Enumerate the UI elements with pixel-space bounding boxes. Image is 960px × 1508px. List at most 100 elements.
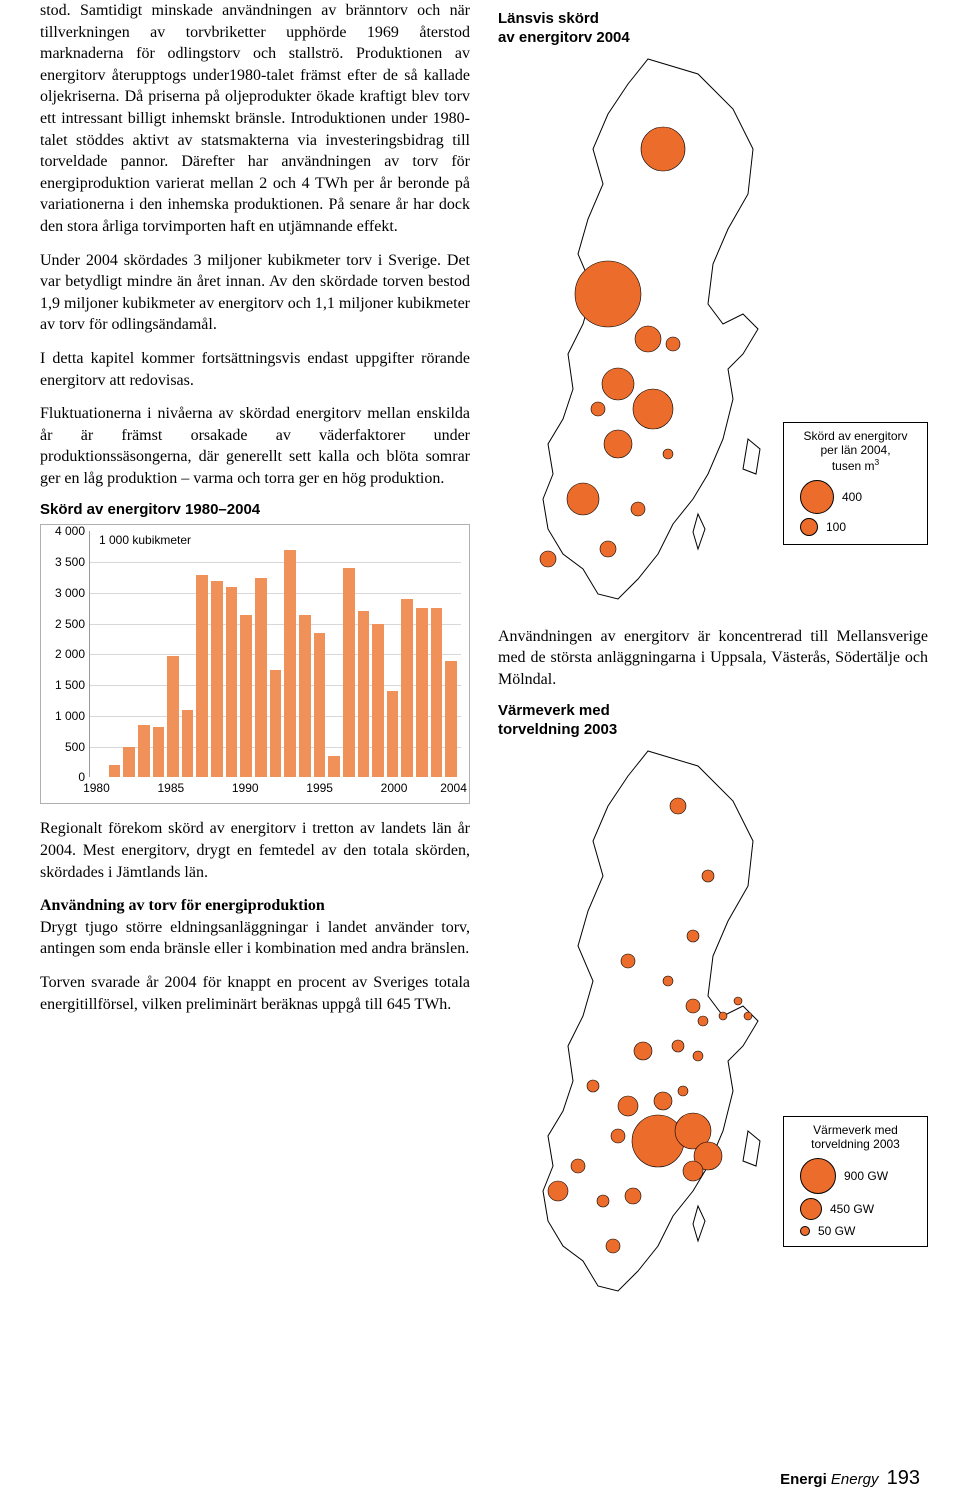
page-number: 193: [887, 1467, 920, 1489]
map2: Värmeverk med torveldning 2003 900 GW450…: [498, 746, 928, 1306]
legend-row: 400: [790, 480, 921, 514]
legend-label: 450 GW: [830, 1202, 874, 1216]
map-data-circle: [719, 1012, 727, 1020]
y-tick-label: 1 500: [43, 678, 85, 692]
legend-label: 900 GW: [844, 1169, 888, 1183]
paragraph-6-body: Drygt tjugo större eldningsanläggningar …: [40, 917, 470, 960]
map-data-circle: [631, 502, 645, 516]
chart-bar: [167, 656, 179, 778]
map-data-circle: [611, 1129, 625, 1143]
map-data-circle: [663, 976, 673, 986]
y-tick-label: 4 000: [43, 524, 85, 538]
chart-bar: [255, 578, 267, 778]
y-tick-label: 1 000: [43, 709, 85, 723]
chart-bar: [299, 615, 311, 778]
chart-bar: [372, 624, 384, 778]
map-data-circle: [632, 1115, 684, 1167]
map-data-circle: [621, 954, 635, 968]
y-tick-label: 3 500: [43, 555, 85, 569]
page-footer: Energi Energy 193: [780, 1467, 920, 1490]
map-data-circle: [683, 1161, 703, 1181]
chart-bar: [240, 615, 252, 778]
chart-bar: [138, 725, 150, 777]
y-tick-label: 3 000: [43, 586, 85, 600]
legend-row: 50 GW: [790, 1224, 921, 1238]
x-axis: 198019851990199520002004: [89, 781, 461, 799]
paragraph-4: Fluktuationerna i nivåerna av skördad en…: [40, 403, 470, 489]
x-tick-label: 2004: [440, 781, 467, 795]
map-data-circle: [654, 1092, 672, 1110]
map-data-circle: [618, 1096, 638, 1116]
y-tick-label: 500: [43, 740, 85, 754]
legend-row: 100: [790, 518, 921, 536]
map-data-circle: [693, 1051, 703, 1061]
paragraph-1: stod. Samtidigt minskade användningen av…: [40, 0, 470, 238]
map-data-circle: [702, 870, 714, 882]
x-tick-label: 2000: [381, 781, 408, 795]
map-data-circle: [604, 430, 632, 458]
chart-bar: [431, 608, 443, 777]
map-data-circle: [672, 1040, 684, 1052]
map1: Skörd av energitorv per län 2004, tusen …: [498, 54, 928, 614]
map-data-circle: [633, 389, 673, 429]
map-data-circle: [597, 1195, 609, 1207]
y-axis: 4 0003 5003 0002 5002 0001 5001 0005000: [41, 525, 89, 777]
chart-bar: [358, 611, 370, 777]
chart-bar: [328, 756, 340, 778]
x-tick-label: 1980: [83, 781, 110, 795]
legend-label: 50 GW: [818, 1224, 855, 1238]
map-data-circle: [687, 930, 699, 942]
map2-svg: [498, 746, 808, 1306]
chart-bar: [401, 599, 413, 777]
map-data-circle: [575, 261, 641, 327]
y-tick-label: 2 500: [43, 617, 85, 631]
map-data-circle: [670, 798, 686, 814]
chart-bar: [153, 727, 165, 777]
footer-section-italic: Energy: [831, 1471, 879, 1488]
bar-chart: 1 000 kubikmeter 4 0003 5003 0002 5002 0…: [40, 524, 470, 804]
chart-title: Skörd av energitorv 1980–2004: [40, 501, 470, 518]
paragraph-7: Torven svarade år 2004 för knappt en pro…: [40, 972, 470, 1015]
x-tick-label: 1995: [306, 781, 333, 795]
map-data-circle: [734, 997, 742, 1005]
chart-bar: [226, 587, 238, 778]
chart-bar: [445, 661, 457, 778]
map-data-circle: [698, 1016, 708, 1026]
y-tick-label: 0: [43, 770, 85, 784]
left-column: stod. Samtidigt minskade användningen av…: [40, 0, 470, 1306]
right-paragraph-1: Användningen av energitorv är koncentrer…: [498, 626, 928, 691]
legend-circle-icon: [800, 518, 818, 536]
map-data-circle: [744, 1012, 752, 1020]
map-data-circle: [625, 1188, 641, 1204]
chart-bar: [182, 710, 194, 778]
plot-area: [89, 531, 461, 777]
x-tick-label: 1990: [232, 781, 259, 795]
chart-bar: [270, 670, 282, 778]
chart-bar: [123, 747, 135, 778]
map-data-circle: [587, 1080, 599, 1092]
legend-circle-icon: [800, 1226, 810, 1236]
chart-bar: [211, 581, 223, 778]
map2-title: Värmeverk med torveldning 2003: [498, 702, 928, 740]
paragraph-2: Under 2004 skördades 3 miljoner kubikmet…: [40, 250, 470, 336]
y-tick-label: 2 000: [43, 647, 85, 661]
map2-legend: Värmeverk med torveldning 2003 900 GW450…: [783, 1116, 928, 1247]
map-data-circle: [606, 1239, 620, 1253]
chart-bar: [284, 550, 296, 778]
map-data-circle: [600, 541, 616, 557]
chart-bar: [343, 568, 355, 777]
legend-label: 100: [826, 520, 846, 534]
map-data-circle: [641, 127, 685, 171]
subheading-use: Användning av torv för energiproduktion: [40, 897, 325, 914]
legend-circle-icon: [800, 1198, 822, 1220]
legend-label: 400: [842, 490, 862, 504]
legend-row: 900 GW: [790, 1158, 921, 1194]
map-data-circle: [591, 402, 605, 416]
map-data-circle: [686, 999, 700, 1013]
map-data-circle: [571, 1159, 585, 1173]
map-data-circle: [663, 449, 673, 459]
paragraph-5: Regionalt förekom skörd av energitorv i …: [40, 818, 470, 883]
map-data-circle: [567, 483, 599, 515]
map-data-circle: [678, 1086, 688, 1096]
map-data-circle: [540, 551, 556, 567]
